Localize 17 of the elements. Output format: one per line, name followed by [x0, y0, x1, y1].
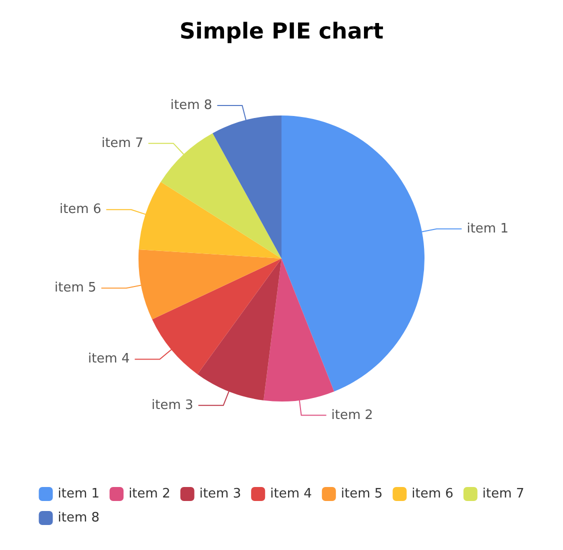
chart-title: Simple PIE chart	[179, 20, 384, 44]
legend-label: item 1	[58, 486, 100, 502]
legend-label: item 3	[199, 486, 242, 502]
legend-label: item 2	[128, 486, 170, 502]
slice-label: item 3	[152, 398, 194, 413]
slice-label: item 5	[54, 280, 96, 296]
slice-label: item 8	[170, 98, 212, 113]
legend-label: item 6	[412, 486, 454, 502]
legend-label: item 5	[340, 486, 383, 502]
legend-label: item 4	[270, 486, 312, 502]
slice-label: item 7	[102, 136, 144, 151]
legend-label: item 8	[58, 510, 100, 526]
slice-label: item 6	[59, 202, 102, 218]
slice-label: item 4	[88, 352, 130, 367]
legend-label: item 7	[482, 486, 524, 502]
slice-label: item 2	[331, 408, 374, 423]
slice-label: item 1	[466, 221, 508, 236]
